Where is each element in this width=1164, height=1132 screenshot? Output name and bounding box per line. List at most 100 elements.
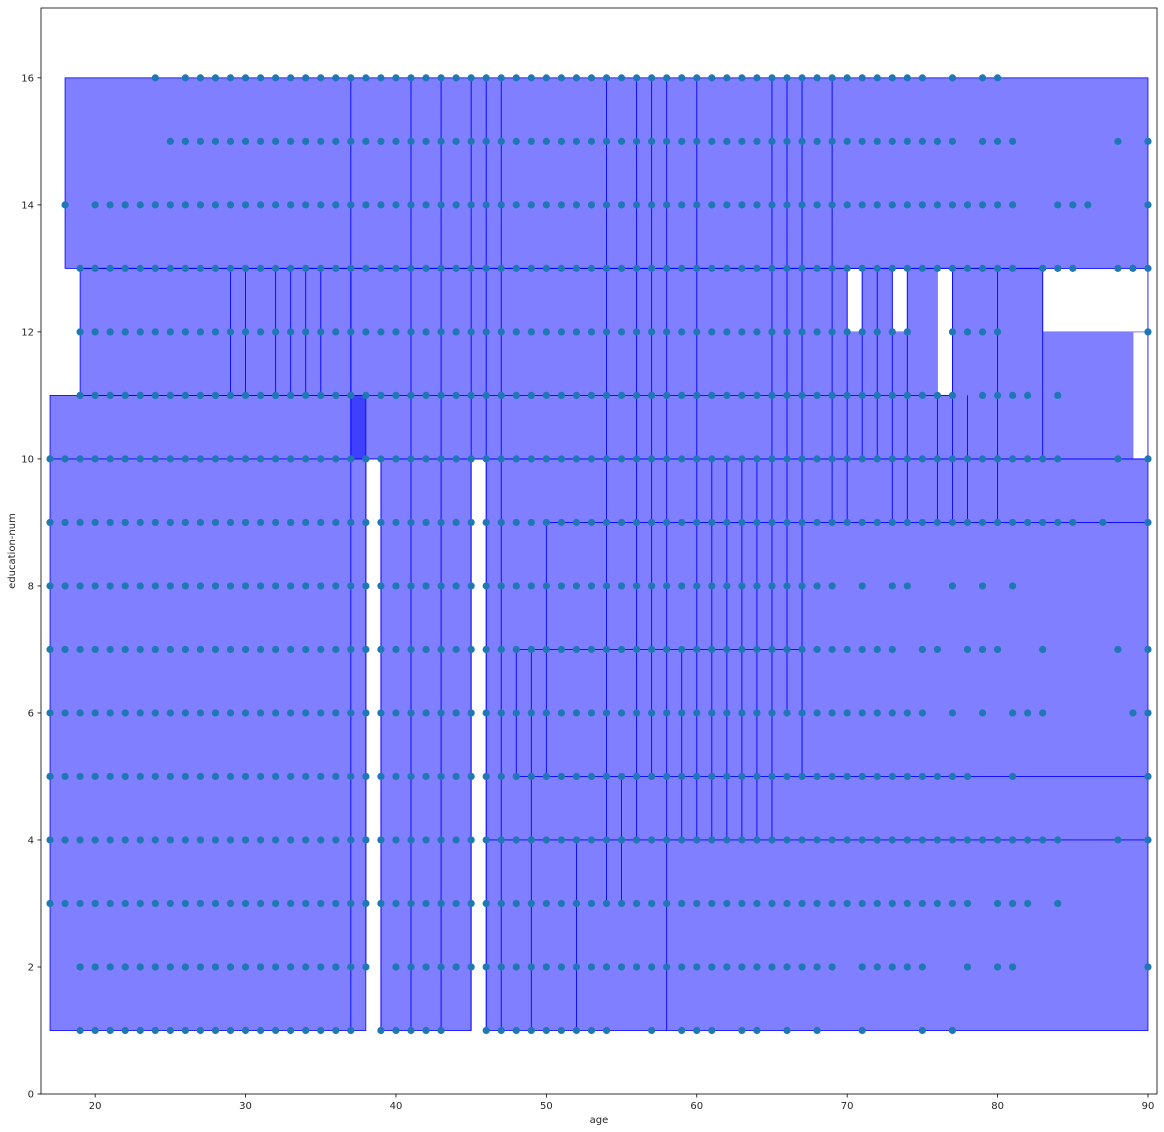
- y-tick-label: 2: [28, 962, 34, 973]
- data-point: [993, 74, 1002, 82]
- data-point: [332, 709, 340, 717]
- data-point: [843, 645, 851, 654]
- data-point: [211, 74, 220, 82]
- data-point: [226, 455, 235, 463]
- data-point: [467, 645, 475, 654]
- data-point: [858, 264, 866, 272]
- data-point: [422, 772, 430, 781]
- data-point: [783, 1026, 791, 1035]
- data-point: [633, 201, 641, 209]
- data-point: [121, 899, 129, 908]
- data-point: [693, 899, 701, 908]
- data-point: [256, 582, 265, 590]
- data-point: [226, 963, 235, 971]
- data-point: [272, 74, 280, 82]
- data-point: [663, 709, 671, 717]
- data-point: [287, 74, 295, 82]
- data-point: [317, 963, 325, 971]
- data-point: [196, 899, 205, 908]
- data-point: [347, 201, 355, 209]
- data-point: [572, 74, 581, 82]
- data-point: [392, 264, 400, 272]
- data-point: [572, 836, 581, 844]
- data-point: [542, 772, 550, 781]
- data-point: [828, 899, 836, 908]
- data-point: [617, 328, 626, 336]
- data-point: [317, 201, 325, 209]
- data-point: [181, 518, 189, 527]
- data-point: [226, 645, 235, 654]
- data-point: [241, 836, 250, 844]
- data-point: [542, 709, 550, 717]
- data-point: [437, 836, 445, 844]
- data-point: [1024, 899, 1032, 908]
- data-point: [738, 137, 746, 145]
- data-point: [407, 264, 415, 272]
- data-point: [272, 328, 280, 336]
- data-point: [1009, 772, 1017, 781]
- data-point: [963, 264, 972, 272]
- data-point: [1144, 836, 1152, 844]
- data-point: [948, 1026, 957, 1035]
- data-point: [753, 137, 761, 145]
- data-point: [903, 772, 911, 781]
- data-point: [557, 137, 565, 145]
- data-point: [633, 772, 641, 781]
- data-point: [241, 709, 250, 717]
- data-point: [542, 455, 550, 463]
- data-point: [106, 455, 114, 463]
- data-point: [377, 836, 385, 844]
- x-tick-label: 50: [540, 1101, 553, 1112]
- data-point: [407, 137, 415, 145]
- data-point: [873, 328, 881, 336]
- data-point: [467, 836, 475, 844]
- data-point: [1069, 518, 1077, 527]
- data-point: [798, 74, 806, 82]
- data-point: [948, 137, 957, 145]
- data-point: [91, 264, 99, 272]
- data-point: [106, 328, 114, 336]
- data-point: [121, 963, 129, 971]
- data-point: [46, 582, 54, 590]
- data-point: [377, 709, 385, 717]
- data-point: [723, 899, 731, 908]
- data-point: [527, 772, 535, 781]
- data-point: [482, 391, 490, 400]
- data-point: [467, 455, 475, 463]
- data-point: [136, 899, 144, 908]
- data-point: [332, 645, 340, 654]
- data-point: [287, 518, 295, 527]
- data-point: [993, 328, 1002, 336]
- data-point: [91, 645, 99, 654]
- data-point: [933, 645, 942, 654]
- data-point: [211, 772, 220, 781]
- data-point: [1084, 201, 1092, 209]
- data-point: [151, 899, 159, 908]
- data-point: [557, 836, 565, 844]
- data-point: [226, 836, 235, 844]
- data-point: [91, 1026, 99, 1035]
- data-point: [527, 582, 535, 590]
- data-point: [572, 1026, 581, 1035]
- data-point: [557, 582, 565, 590]
- data-point: [858, 899, 866, 908]
- data-point: [738, 963, 746, 971]
- data-point: [633, 264, 641, 272]
- data-point: [347, 391, 355, 400]
- data-point: [437, 518, 445, 527]
- data-point: [648, 709, 656, 717]
- data-point: [482, 518, 490, 527]
- data-point: [106, 963, 114, 971]
- data-point: [302, 645, 310, 654]
- data-point: [798, 137, 806, 145]
- data-point: [633, 582, 641, 590]
- data-point: [467, 772, 475, 781]
- data-point: [121, 455, 129, 463]
- data-point: [678, 899, 686, 908]
- data-point: [978, 518, 987, 527]
- data-point: [663, 137, 671, 145]
- data-point: [241, 1026, 250, 1035]
- data-point: [452, 264, 460, 272]
- data-point: [918, 518, 926, 527]
- data-point: [377, 582, 385, 590]
